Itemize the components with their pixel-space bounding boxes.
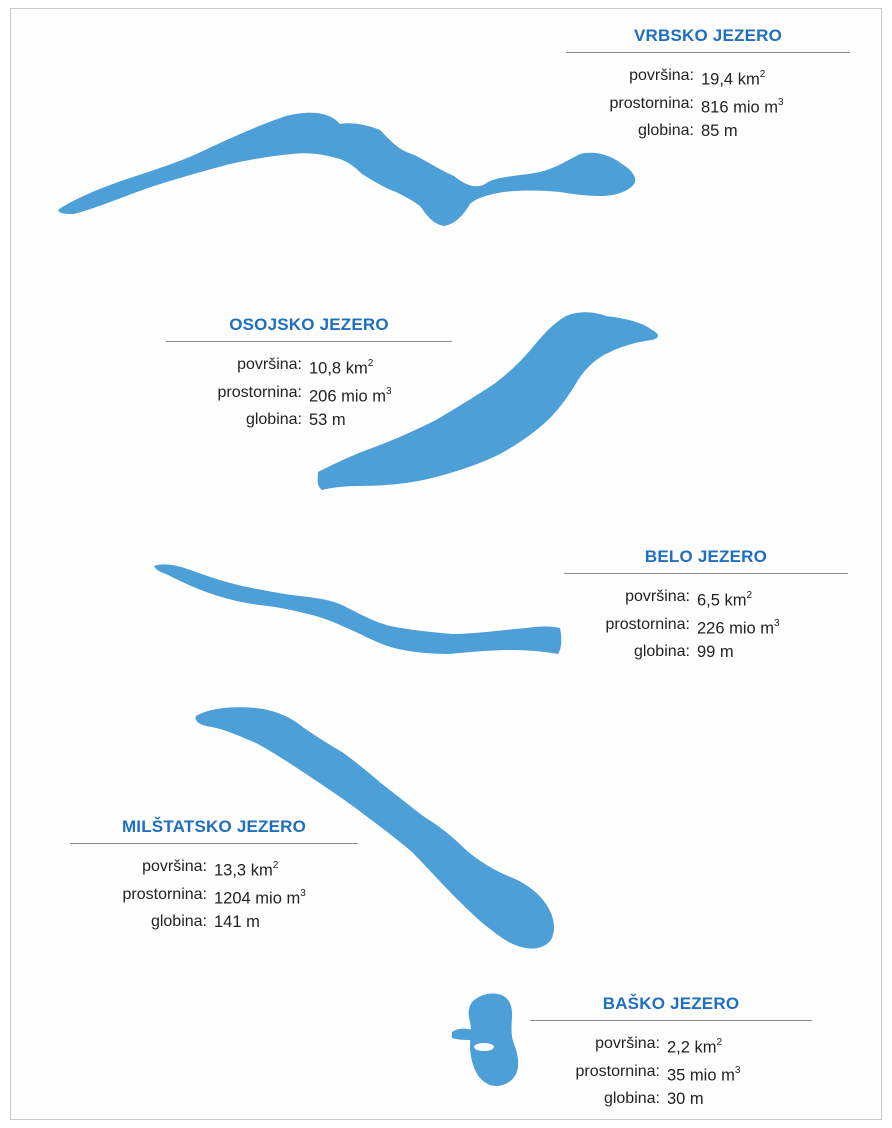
basko-lake-shape <box>452 993 519 1086</box>
depth-value: 141 m <box>214 913 260 931</box>
area-row: površina: 19,4 km2 <box>566 65 850 91</box>
osojsko-lake-shape <box>317 312 658 490</box>
depth-row: globina: 141 m <box>70 911 358 933</box>
title-divider <box>566 52 850 53</box>
lake-title: OSOJSKO JEZERO <box>229 315 389 334</box>
depth-label: globina: <box>603 1090 660 1107</box>
volume-label: prostornina: <box>217 383 303 401</box>
belo-info: BELO JEZERO površina: 6,5 km2 prostornin… <box>564 547 848 665</box>
depth-value: 30 m <box>667 1090 704 1108</box>
belo-lake-shape <box>154 564 562 654</box>
area-row: površina: 6,5 km2 <box>564 586 848 612</box>
area-row: površina: 2,2 km2 <box>530 1033 812 1059</box>
lake-title: MILŠTATSKO JEZERO <box>121 817 307 836</box>
volume-label: prostornina: <box>575 1062 661 1080</box>
title-divider <box>564 573 848 574</box>
area-value: 13,3 km2 <box>214 860 279 880</box>
volume-row: prostornina: 35 mio m3 <box>530 1061 812 1087</box>
volume-label: prostornina: <box>605 615 691 633</box>
lake-title: BELO JEZERO <box>644 547 768 566</box>
volume-row: prostornina: 226 mio m3 <box>564 614 848 640</box>
area-row: površina: 13,3 km2 <box>70 856 358 882</box>
area-value: 2,2 km2 <box>667 1037 723 1057</box>
depth-value: 53 m <box>309 411 346 429</box>
volume-row: prostornina: 816 mio m3 <box>566 93 850 119</box>
area-label: površina: <box>595 1035 660 1052</box>
osojsko-info: OSOJSKO JEZERO površina: 10,8 km2 prosto… <box>166 315 452 433</box>
area-label: površina: <box>625 588 690 605</box>
depth-row: globina: 85 m <box>566 120 850 142</box>
area-value: 10,8 km2 <box>309 358 374 378</box>
area-value: 6,5 km2 <box>697 590 753 610</box>
volume-value: 35 mio m3 <box>667 1064 741 1085</box>
area-label: površina: <box>142 858 207 875</box>
milstatsko-lake-shape <box>195 707 554 949</box>
area-label: površina: <box>237 356 302 373</box>
vrbsko-lake-shape <box>58 112 636 226</box>
volume-value: 1204 mio m3 <box>214 887 306 908</box>
depth-label: globina: <box>637 122 694 139</box>
depth-label: globina: <box>150 913 207 930</box>
depth-row: globina: 99 m <box>564 641 848 663</box>
lake-title: BAŠKO JEZERO <box>602 994 740 1013</box>
volume-row: prostornina: 1204 mio m3 <box>70 884 358 910</box>
vrbsko-info: VRBSKO JEZERO površina: 19,4 km2 prostor… <box>566 26 850 144</box>
volume-value: 816 mio m3 <box>701 96 784 117</box>
volume-row: prostornina: 206 mio m3 <box>166 382 452 408</box>
volume-label: prostornina: <box>122 885 208 903</box>
depth-row: globina: 30 m <box>530 1088 812 1110</box>
title-divider <box>70 843 358 844</box>
depth-label: globina: <box>633 643 690 660</box>
area-label: površina: <box>629 67 694 84</box>
title-divider <box>166 341 452 342</box>
title-divider <box>530 1020 812 1021</box>
area-value: 19,4 km2 <box>701 69 766 89</box>
basko-info: BAŠKO JEZERO površina: 2,2 km2 prostorni… <box>530 994 812 1112</box>
volume-label: prostornina: <box>609 94 695 112</box>
depth-label: globina: <box>245 411 302 428</box>
area-row: površina: 10,8 km2 <box>166 354 452 380</box>
volume-value: 206 mio m3 <box>309 385 392 406</box>
volume-value: 226 mio m3 <box>697 617 780 638</box>
depth-value: 99 m <box>697 643 734 661</box>
depth-row: globina: 53 m <box>166 409 452 431</box>
milstatsko-info: MILŠTATSKO JEZERO površina: 13,3 km2 pro… <box>70 817 358 935</box>
depth-value: 85 m <box>701 122 738 140</box>
lake-title: VRBSKO JEZERO <box>633 26 783 45</box>
basko-island <box>474 1043 494 1051</box>
